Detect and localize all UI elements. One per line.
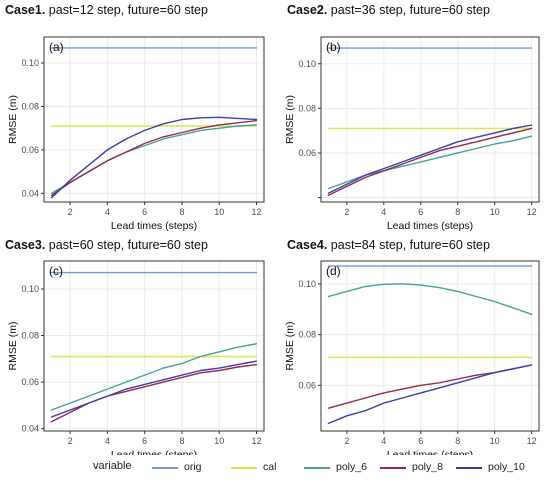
y-tick-label: 0.06: [21, 377, 39, 387]
panel-tag: (c): [49, 264, 63, 278]
x-tick-label: 6: [142, 207, 147, 217]
y-axis-label: RMSE (m): [7, 322, 19, 371]
x-tick-label: 4: [381, 436, 386, 446]
x-tick-label: 2: [68, 207, 73, 217]
legend-label-poly8: poly_8: [412, 461, 443, 473]
x-axis-label: Lead times (steps): [387, 449, 473, 455]
y-tick-label: 0.10: [21, 284, 39, 294]
y-tick-label: 0.08: [298, 103, 316, 113]
x-tick-label: 10: [490, 436, 500, 446]
x-axis-label: Lead times (steps): [387, 220, 473, 232]
title-rest-2: past=36 step, future=60 step: [330, 3, 490, 17]
legend-swatch-poly10: [456, 467, 482, 469]
series-line-poly6: [327, 283, 533, 315]
series-line-poly6: [50, 342, 258, 411]
y-tick-label: 0.10: [298, 279, 316, 289]
plot-background: [44, 37, 264, 202]
x-tick-label: 2: [344, 207, 349, 217]
x-tick-label: 6: [418, 436, 423, 446]
y-tick-label: 0.08: [21, 331, 39, 341]
x-tick-label: 12: [527, 207, 537, 217]
case-label-1: Case1.: [5, 3, 46, 17]
y-axis-label: RMSE (m): [7, 95, 19, 144]
panel-tag: (a): [49, 40, 64, 54]
y-tick-label: 0.06: [298, 148, 316, 158]
legend-label-orig: orig: [184, 461, 202, 473]
x-tick-label: 12: [252, 207, 262, 217]
legend-title: variable: [93, 460, 132, 472]
chart-panel-d: 2 4 6 8 10 12 0.06 0.08 0.10 Lead times (steps) RM…: [284, 260, 540, 455]
y-axis-label: RMSE (m): [284, 95, 296, 144]
series-line-poly10: [327, 124, 533, 194]
y-tick-label: 0.06: [298, 380, 316, 390]
x-tick-label: 4: [105, 207, 110, 217]
legend-swatch-orig: [152, 467, 178, 469]
panel-title-2: Case2. past=36 step, future=60 step: [287, 3, 490, 17]
x-tick-label: 8: [455, 207, 460, 217]
x-tick-label: 10: [214, 436, 224, 446]
panel-title-3: Case3. past=60 step, future=60 step: [5, 238, 208, 252]
title-rest-3: past=60 step, future=60 step: [48, 238, 208, 252]
chart-panel-c: 2 4 6 8 10 12 0.04 0.06 0.08 0.10 Lead times (step…: [7, 260, 265, 455]
plot-border: [43, 36, 265, 203]
case-label-4: Case4.: [287, 238, 328, 252]
x-tick-label: 12: [252, 436, 262, 446]
x-tick-label: 8: [179, 207, 184, 217]
x-tick-label: 2: [344, 436, 349, 446]
chart-panel-b: 2 4 6 8 10 12 0.06 0.08 0.10 Lead times (steps) RM…: [284, 36, 540, 232]
series-line-poly10: [327, 364, 533, 425]
x-tick-label: 8: [455, 436, 460, 446]
panel-tag: (d): [326, 264, 341, 278]
legend-swatch-poly8: [380, 467, 406, 469]
panel-title-4: Case4. past=84 step, future=60 step: [287, 238, 490, 252]
x-tick-label: 6: [142, 436, 147, 446]
y-tick-label: 0.04: [21, 424, 39, 434]
x-axis-label: Lead times (steps): [111, 220, 197, 232]
chart-panel-a: 2 4 6 8 10 12 0.04 0.06 0.08 0.10 Lead times (step…: [7, 36, 265, 232]
plot-background: [44, 261, 264, 431]
y-tick-label: 0.08: [21, 101, 39, 111]
title-rest-1: past=12 step, future=60 step: [48, 3, 208, 17]
series-line-poly10: [50, 360, 258, 418]
plot-border: [320, 260, 540, 432]
x-axis-label: Lead times (steps): [111, 449, 197, 455]
x-tick-label: 6: [418, 207, 423, 217]
title-rest-4: past=84 step, future=60 step: [330, 238, 490, 252]
x-tick-label: 8: [179, 436, 184, 446]
plot-background: [321, 37, 539, 202]
y-tick-label: 0.04: [21, 188, 39, 198]
panel-title-1: Case1. past=12 step, future=60 step: [5, 3, 208, 17]
y-axis-label: RMSE (m): [284, 322, 296, 371]
legend-label-cal: cal: [263, 461, 277, 473]
series-line-poly8: [50, 119, 258, 197]
legend-label-poly6: poly_6: [336, 461, 367, 473]
legend-label-poly10: poly_10: [488, 461, 525, 473]
x-tick-label: 2: [68, 436, 73, 446]
plot-border: [43, 260, 265, 432]
y-tick-label: 0.10: [21, 58, 39, 68]
plot-background: [321, 261, 539, 431]
y-tick-label: 0.08: [298, 330, 316, 340]
series-line-poly10: [50, 116, 258, 199]
x-tick-label: 10: [214, 207, 224, 217]
x-tick-label: 10: [490, 207, 500, 217]
x-tick-label: 4: [105, 436, 110, 446]
y-tick-label: 0.10: [298, 59, 316, 69]
x-tick-label: 4: [381, 207, 386, 217]
legend: variable orig cal poly_6 poly_8 poly_10: [0, 455, 550, 483]
x-tick-label: 12: [527, 436, 537, 446]
panel-tag: (b): [326, 40, 341, 54]
plot-border: [320, 36, 540, 203]
series-line-poly8: [327, 127, 533, 197]
legend-swatch-cal: [231, 467, 257, 469]
y-tick-label: 0.06: [21, 145, 39, 155]
case-label-3: Case3.: [5, 238, 46, 252]
legend-swatch-poly6: [304, 467, 330, 469]
case-label-2: Case2.: [287, 3, 328, 17]
